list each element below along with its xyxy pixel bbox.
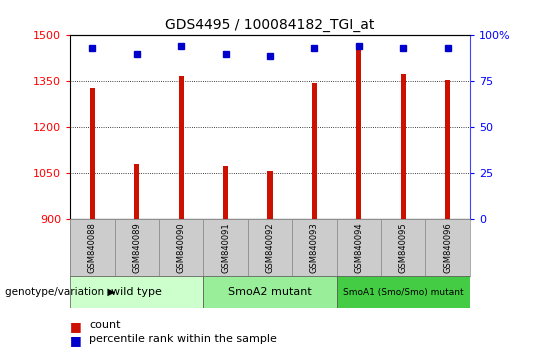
Bar bbox=[381, 219, 426, 276]
Text: GSM840092: GSM840092 bbox=[266, 222, 274, 273]
Text: percentile rank within the sample: percentile rank within the sample bbox=[89, 334, 277, 344]
Text: SmoA1 (Smo/Smo) mutant: SmoA1 (Smo/Smo) mutant bbox=[343, 287, 463, 297]
Text: GSM840090: GSM840090 bbox=[177, 222, 186, 273]
Text: SmoA2 mutant: SmoA2 mutant bbox=[228, 287, 312, 297]
Bar bbox=[70, 219, 114, 276]
Text: GSM840093: GSM840093 bbox=[310, 222, 319, 273]
Bar bbox=[312, 83, 317, 219]
Bar bbox=[70, 276, 204, 308]
Text: GSM840095: GSM840095 bbox=[399, 222, 408, 273]
Text: wild type: wild type bbox=[111, 287, 162, 297]
Bar bbox=[292, 219, 336, 276]
Bar bbox=[248, 219, 292, 276]
Bar bbox=[356, 48, 361, 219]
Title: GDS4495 / 100084182_TGI_at: GDS4495 / 100084182_TGI_at bbox=[165, 18, 375, 32]
Text: genotype/variation ▶: genotype/variation ▶ bbox=[5, 287, 116, 297]
Text: GSM840091: GSM840091 bbox=[221, 222, 230, 273]
Bar bbox=[204, 276, 336, 308]
Bar bbox=[336, 219, 381, 276]
Text: ■: ■ bbox=[70, 320, 82, 333]
Text: GSM840096: GSM840096 bbox=[443, 222, 452, 273]
Bar bbox=[401, 74, 406, 219]
Bar bbox=[90, 87, 95, 219]
Text: count: count bbox=[89, 320, 120, 330]
Bar bbox=[179, 76, 184, 219]
Bar bbox=[134, 164, 139, 219]
Text: GSM840089: GSM840089 bbox=[132, 222, 141, 273]
Bar bbox=[336, 276, 470, 308]
Text: GSM840088: GSM840088 bbox=[88, 222, 97, 273]
Text: GSM840094: GSM840094 bbox=[354, 222, 363, 273]
Bar bbox=[114, 219, 159, 276]
Bar bbox=[204, 219, 248, 276]
Bar bbox=[159, 219, 204, 276]
Text: ■: ■ bbox=[70, 334, 82, 347]
Bar bbox=[426, 219, 470, 276]
Bar bbox=[445, 80, 450, 219]
Bar bbox=[267, 171, 273, 219]
Bar bbox=[223, 166, 228, 219]
